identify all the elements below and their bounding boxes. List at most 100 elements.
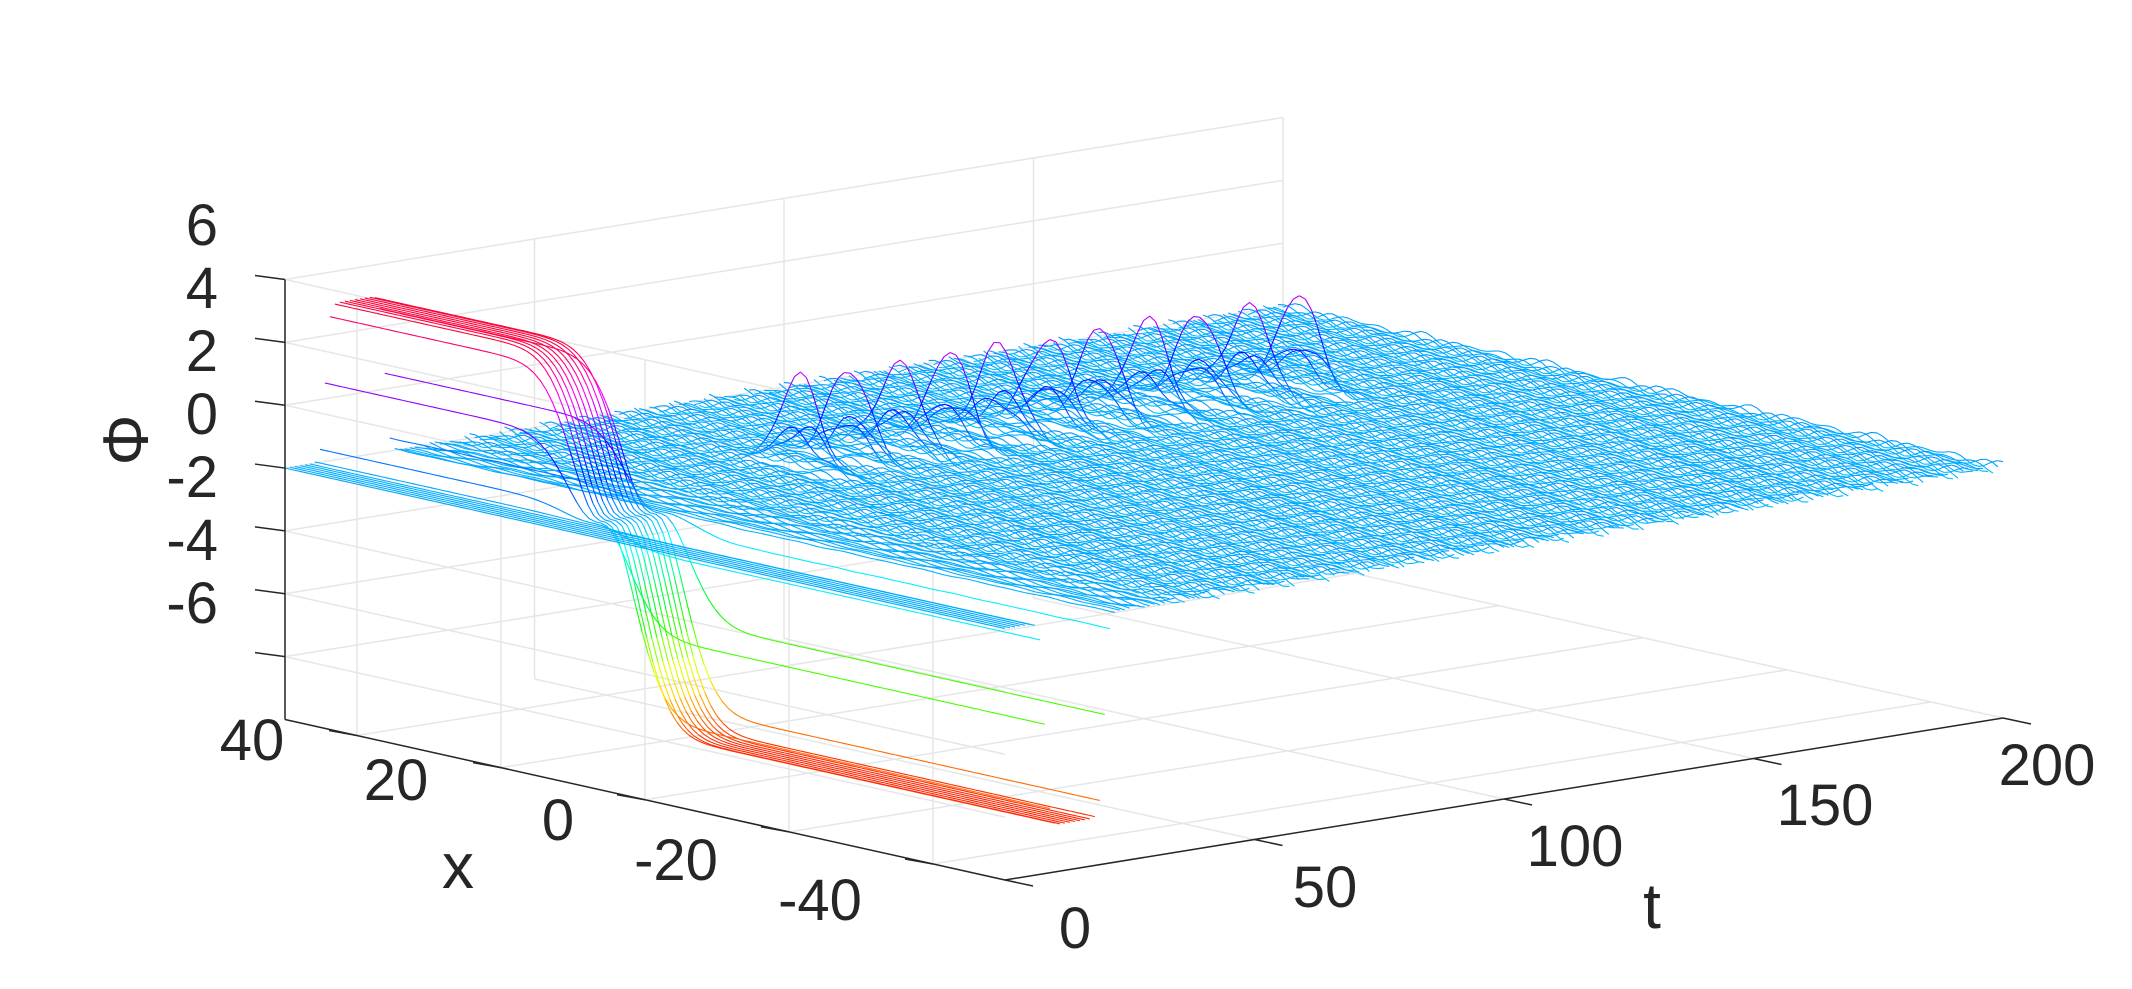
surface-mesh-line	[1192, 335, 1198, 336]
surface-mesh-line	[1471, 367, 1477, 370]
surface-mesh-line	[1877, 472, 1883, 473]
surface-mesh-line	[1306, 383, 1312, 385]
surface-mesh-line	[1716, 405, 1722, 406]
surface-mesh-line	[1240, 318, 1246, 319]
surface-mesh-line	[1635, 416, 1641, 417]
surface-mesh-line	[1589, 397, 1595, 399]
surface-mesh-line	[1285, 336, 1291, 337]
surface-mesh-line	[1688, 412, 1694, 414]
surface-mesh-line	[1726, 429, 1732, 432]
surface-mesh-line	[1340, 337, 1346, 338]
surface-mesh-line	[1822, 431, 1828, 433]
surface-mesh-line	[1843, 434, 1849, 435]
surface-mesh-line	[1228, 344, 1234, 347]
surface-mesh-line	[1386, 338, 1392, 339]
surface-mesh-line	[1481, 356, 1487, 359]
surface-mesh-line	[1466, 408, 1472, 409]
surface-mesh-line	[1853, 442, 1859, 443]
surface-mesh-line	[1574, 381, 1580, 383]
surface-mesh-line	[1587, 376, 1593, 379]
surface-mesh-line	[1915, 454, 1921, 456]
surface-mesh-line	[1992, 462, 1998, 467]
surface-mesh-line	[1337, 331, 1343, 332]
surface-mesh-line	[1764, 456, 1770, 457]
surface-mesh-line	[1290, 307, 1296, 311]
surface-mesh-line	[1256, 321, 1262, 323]
surface-mesh-line	[1653, 416, 1659, 417]
surface-mesh-line	[1571, 410, 1577, 411]
surface-mesh-line	[1448, 406, 1454, 408]
surface-mesh-line	[1533, 408, 1539, 409]
surface-mesh-line	[1740, 425, 1746, 426]
surface-mesh-line	[1646, 425, 1652, 426]
surface-mesh-line	[1426, 370, 1432, 371]
surface-mesh-line	[1354, 372, 1360, 375]
surface-mesh-line	[1925, 457, 1931, 459]
surface-mesh-line	[1669, 419, 1675, 422]
surface-mesh-line	[1466, 386, 1472, 387]
surface-mesh-line	[1512, 367, 1518, 368]
surface-mesh-line	[1642, 418, 1648, 419]
surface-mesh-line	[1871, 449, 1877, 450]
surface-mesh-line	[1309, 334, 1315, 337]
surface-mesh-line	[1295, 304, 1301, 305]
surface-mesh-line	[1797, 480, 1803, 481]
surface-mesh-line	[1969, 460, 1975, 461]
surface-mesh-line	[1673, 389, 1679, 391]
surface-mesh-line	[1713, 440, 1719, 442]
surface-mesh-line	[1597, 396, 1603, 398]
surface-mesh-line	[1828, 488, 1834, 489]
surface-mesh-line	[1840, 487, 1846, 488]
surface-mesh-line	[1279, 362, 1285, 363]
surface-mesh-line	[1907, 461, 1913, 462]
surface-mesh-line	[1661, 424, 1667, 425]
surface-mesh-line	[1891, 457, 1897, 458]
surface-mesh-line	[1421, 348, 1427, 349]
surface-mesh-line	[1733, 426, 1739, 427]
surface-mesh-line	[1254, 331, 1260, 333]
surface-mesh-line	[1427, 389, 1433, 390]
surface-mesh-line	[1806, 436, 1812, 441]
surface-mesh-line	[1716, 411, 1722, 413]
surface-mesh-line	[1435, 355, 1441, 357]
surface-mesh-line	[1658, 437, 1664, 438]
surface-mesh-line	[1844, 460, 1850, 462]
surface-mesh-line	[1598, 380, 1604, 382]
surface-mesh-line	[1336, 340, 1342, 341]
surface-mesh-line	[1652, 437, 1658, 438]
surface-mesh-line	[1882, 456, 1888, 459]
surface-mesh-line	[1383, 366, 1389, 367]
surface-mesh-line	[1380, 359, 1386, 361]
surface-mesh-line	[1301, 361, 1307, 363]
surface-mesh-line	[1641, 416, 1647, 417]
surface-mesh-line	[1739, 426, 1745, 427]
surface-mesh-line	[1743, 433, 1749, 435]
surface-mesh-line	[1248, 353, 1254, 356]
surface-mesh-line	[1609, 406, 1615, 408]
surface-mesh-line	[1802, 460, 1808, 461]
surface-mesh-line	[1612, 402, 1618, 404]
surface-mesh-line	[1831, 432, 1837, 433]
surface-mesh-line	[1466, 371, 1472, 373]
surface-mesh-line	[1591, 403, 1597, 404]
surface-mesh-line	[1799, 451, 1805, 453]
surface-mesh-line	[1505, 391, 1511, 392]
surface-mesh-line	[1624, 399, 1630, 400]
surface-mesh-line	[1218, 321, 1224, 323]
surface-mesh-line	[1378, 345, 1384, 346]
surface-mesh-line	[1961, 472, 1967, 473]
surface-mesh-line	[1410, 386, 1416, 389]
surface-mesh-line	[1384, 365, 1390, 366]
surface-mesh-line	[1167, 342, 1173, 344]
surface-mesh-line	[1805, 429, 1811, 430]
surface-mesh-line	[1811, 424, 1817, 426]
surface-mesh-line	[1420, 375, 1426, 378]
surface-mesh-line	[1811, 458, 1817, 463]
surface-mesh-line	[1563, 418, 1569, 419]
surface-mesh-line	[1305, 349, 1311, 350]
surface-mesh-line	[1567, 368, 1573, 370]
surface-mesh-line	[1305, 364, 1311, 365]
surface-mesh-line	[1679, 444, 1685, 445]
surface-mesh-line	[1816, 431, 1822, 432]
